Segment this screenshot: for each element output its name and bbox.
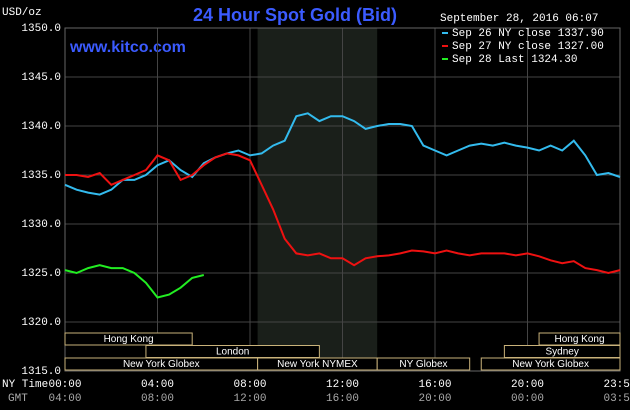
- y-tick-label: 1345.0: [21, 72, 61, 84]
- price-line: [64, 112, 621, 196]
- session-label: New York NYMEX: [277, 359, 358, 370]
- x-tick-label: 20:00: [511, 379, 544, 391]
- session-label: Hong Kong: [104, 334, 154, 345]
- nymex-band: [257, 28, 378, 371]
- unit-label: USD/oz: [2, 7, 42, 19]
- plot-border: [64, 27, 621, 372]
- session-label: Hong Kong: [555, 334, 605, 345]
- y-tick-label: 1315.0: [21, 366, 61, 378]
- x-tick-label: 08:00: [233, 379, 266, 391]
- gmt-tick-label: 16:00: [326, 393, 359, 405]
- legend-label: Sep 27 NY close 1327.00: [452, 41, 604, 53]
- ny-time-label: NY Time: [2, 379, 48, 391]
- y-tick-label: 1325.0: [21, 268, 61, 280]
- gmt-tick-label: 04:00: [48, 393, 81, 405]
- gmt-tick-label: 08:00: [141, 393, 174, 405]
- legend-label: Sep 26 NY close 1337.90: [452, 28, 604, 40]
- x-tick-label: 16:00: [418, 379, 451, 391]
- session-label: Sydney: [546, 347, 579, 358]
- session-label: NY Globex: [399, 359, 447, 370]
- legend-label: Sep 28 Last 1324.30: [452, 54, 577, 66]
- y-tick-label: 1350.0: [21, 23, 61, 35]
- session-label: London: [216, 347, 249, 358]
- y-tick-label: 1340.0: [21, 121, 61, 133]
- x-tick-label: 04:00: [141, 379, 174, 391]
- session-label: New York Globex: [123, 359, 200, 370]
- site-url: www.kitco.com: [69, 39, 186, 56]
- session-label: New York Globex: [512, 359, 589, 370]
- x-tick-label: 00:00: [48, 379, 81, 391]
- gmt-tick-label: 12:00: [233, 393, 266, 405]
- x-tick-label: 12:00: [326, 379, 359, 391]
- gmt-tick-label: 03:59: [603, 393, 630, 405]
- gmt-label: GMT: [8, 393, 28, 405]
- y-tick-label: 1335.0: [21, 170, 61, 182]
- chart-title: 24 Hour Spot Gold (Bid): [193, 5, 397, 25]
- gmt-tick-label: 00:00: [511, 393, 544, 405]
- session-box: [64, 332, 193, 346]
- gmt-tick-label: 20:00: [418, 393, 451, 405]
- y-tick-label: 1320.0: [21, 317, 61, 329]
- session-box: [376, 357, 471, 371]
- y-tick-label: 1330.0: [21, 219, 61, 231]
- price-line: [65, 152, 621, 275]
- session-box: [538, 332, 621, 346]
- timestamp: September 28, 2016 06:07: [440, 13, 598, 25]
- x-tick-label: 23:59: [603, 379, 630, 391]
- price-line: [64, 264, 205, 299]
